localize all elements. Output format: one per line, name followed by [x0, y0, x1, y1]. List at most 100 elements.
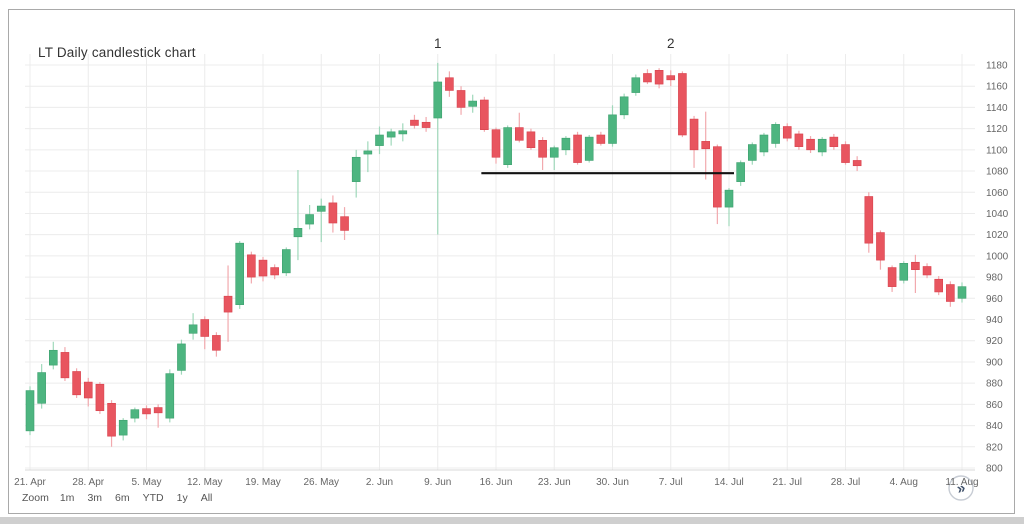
candlestick[interactable] — [235, 241, 244, 309]
chart-frame — [8, 9, 1015, 514]
candlestick[interactable] — [351, 149, 361, 198]
candlestick[interactable] — [177, 339, 186, 375]
candlestick[interactable] — [118, 418, 128, 441]
candlestick[interactable] — [701, 111, 711, 180]
candlestick[interactable] — [60, 347, 70, 382]
candlestick[interactable] — [491, 127, 501, 164]
candlestick[interactable] — [83, 377, 93, 407]
candlestick[interactable] — [25, 386, 35, 436]
candlestick[interactable] — [608, 105, 617, 147]
candle-body — [957, 286, 967, 299]
candlestick[interactable] — [806, 136, 815, 154]
y-axis-label: 1180 — [986, 61, 1008, 72]
x-axis-label: 28. Jul — [831, 477, 860, 488]
range-button-1y[interactable]: 1y — [176, 492, 188, 504]
scroll-right-button[interactable]: » — [948, 475, 974, 501]
candlestick[interactable] — [456, 86, 466, 115]
candlestick[interactable] — [72, 368, 81, 398]
candlestick[interactable] — [538, 137, 547, 170]
candlestick[interactable] — [782, 123, 792, 142]
candlestick[interactable] — [643, 69, 652, 85]
candlestick[interactable] — [876, 230, 885, 270]
candlestick[interactable] — [95, 382, 105, 414]
candlestick[interactable] — [899, 261, 909, 284]
candlestick[interactable] — [270, 264, 279, 280]
candlestick[interactable] — [293, 169, 303, 261]
candlestick[interactable] — [258, 256, 268, 282]
range-button-all[interactable]: All — [200, 492, 213, 504]
candlestick[interactable] — [514, 112, 524, 143]
range-button-1m[interactable]: 1m — [59, 492, 75, 504]
candlestick[interactable] — [573, 131, 582, 165]
candlestick[interactable] — [736, 160, 745, 186]
candlestick[interactable] — [841, 141, 850, 165]
candlestick[interactable] — [375, 126, 384, 155]
candlestick[interactable] — [142, 405, 151, 420]
candlestick[interactable] — [107, 400, 116, 447]
candlestick[interactable] — [328, 195, 338, 233]
range-button-6m[interactable]: 6m — [115, 492, 130, 504]
candlestick[interactable] — [188, 313, 198, 340]
candlestick[interactable] — [678, 71, 687, 138]
candlestick[interactable] — [480, 96, 489, 132]
candlestick[interactable] — [887, 265, 897, 292]
candle-body — [118, 419, 128, 436]
candlestick[interactable] — [281, 247, 291, 277]
candlestick[interactable] — [911, 254, 920, 294]
candlestick[interactable] — [398, 123, 408, 142]
candlestick[interactable] — [619, 93, 629, 120]
candle-body — [829, 136, 839, 147]
candlestick[interactable] — [410, 114, 419, 129]
candlestick[interactable] — [817, 137, 827, 157]
candlestick[interactable] — [631, 74, 641, 96]
candlestick[interactable] — [654, 68, 664, 89]
candlestick[interactable] — [130, 407, 140, 423]
candlestick[interactable] — [363, 141, 373, 173]
candlestick[interactable] — [666, 70, 676, 87]
candlestick[interactable] — [48, 341, 58, 370]
candlestick[interactable] — [561, 136, 571, 156]
candlestick[interactable] — [340, 207, 349, 240]
y-axis-label: 980 — [986, 273, 1003, 284]
candlestick[interactable] — [549, 145, 559, 170]
candlestick[interactable] — [445, 71, 454, 97]
candlestick[interactable] — [596, 131, 606, 146]
candlestick[interactable] — [759, 132, 769, 157]
candlestick[interactable] — [386, 128, 396, 146]
candle-body — [806, 138, 815, 151]
candle-body — [25, 390, 35, 432]
candlestick[interactable] — [421, 116, 431, 132]
candlestick[interactable] — [713, 144, 722, 225]
candlestick[interactable] — [468, 94, 478, 113]
candlestick[interactable] — [200, 316, 210, 350]
candlestick[interactable] — [852, 156, 862, 172]
candlestick[interactable] — [503, 125, 512, 168]
range-button-3m[interactable]: 3m — [87, 492, 103, 504]
candlestick[interactable] — [747, 142, 757, 165]
candlestick[interactable] — [153, 404, 163, 428]
range-button-ytd[interactable]: YTD — [142, 492, 164, 504]
candlestick[interactable] — [946, 281, 955, 307]
candlestick[interactable] — [247, 251, 256, 284]
candlestick[interactable] — [689, 115, 699, 168]
candlestick[interactable] — [794, 130, 804, 150]
candlestick[interactable] — [526, 128, 536, 150]
candlestick[interactable] — [37, 364, 46, 409]
candlestick[interactable] — [864, 192, 874, 253]
candlestick[interactable] — [771, 122, 780, 148]
candlestick[interactable] — [212, 332, 221, 357]
candlestick[interactable] — [584, 134, 594, 163]
candle-body — [619, 96, 629, 116]
candlestick[interactable] — [165, 369, 175, 423]
candlestick[interactable] — [316, 198, 326, 243]
candlestick[interactable] — [305, 204, 314, 230]
candlestick[interactable] — [223, 265, 233, 342]
candlestick[interactable] — [829, 133, 839, 150]
candlestick[interactable] — [724, 188, 734, 227]
candlestick[interactable] — [957, 282, 967, 303]
candlestick[interactable] — [922, 263, 932, 279]
candle-body — [852, 160, 862, 167]
candlestick[interactable] — [433, 62, 443, 235]
candle-body — [713, 146, 722, 208]
candlestick[interactable] — [934, 276, 944, 296]
